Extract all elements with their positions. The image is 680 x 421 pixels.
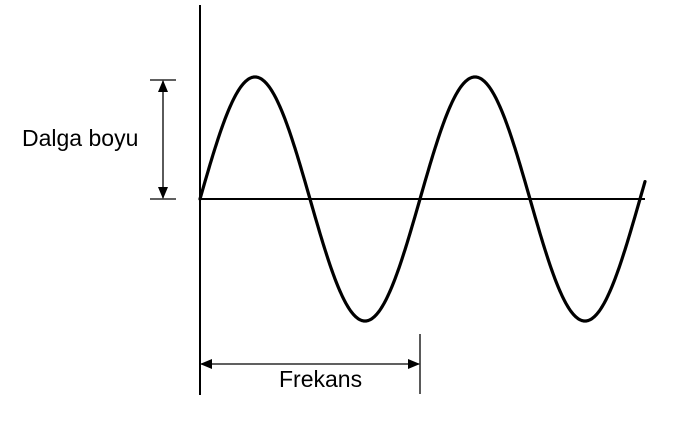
- period-label: Frekans: [279, 366, 362, 392]
- sine-wave: [198, 75, 647, 323]
- amplitude-label: Dalga boyu: [22, 125, 138, 151]
- period-dimension: [200, 334, 421, 394]
- amplitude-dimension: [150, 79, 176, 200]
